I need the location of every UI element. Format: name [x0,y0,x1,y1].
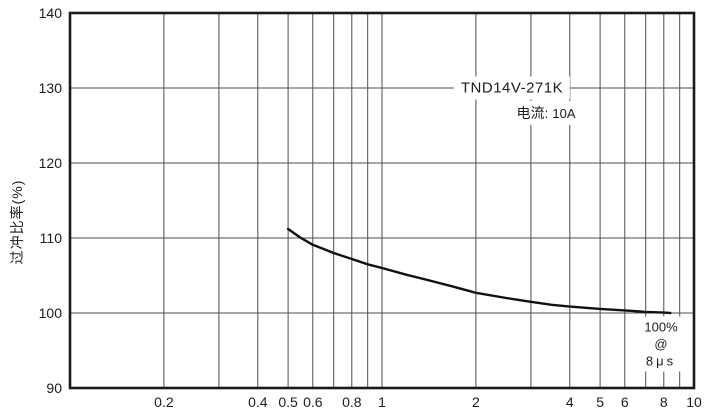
current-annotation: 电流: 10A [510,101,582,125]
y-tick-label: 140 [39,5,63,21]
y-tick-label: 110 [40,230,63,246]
x-tick-label: 0.8 [342,394,362,410]
y-tick-label: 90 [46,380,62,396]
y-axis-title: 过冲比率(%) [9,179,25,265]
x-tick-label: 0.6 [303,394,323,410]
note-line-percent: 100% [644,319,678,335]
y-tick-label: 120 [39,155,63,171]
x-tick-label: 0.2 [154,394,174,410]
overshoot-curve [286,227,672,315]
x-tick-label: 4 [566,394,574,410]
x-tick-label: 6 [621,394,629,410]
x-tick-label: 0.5 [278,394,298,410]
x-tick-label: 2 [472,394,480,410]
x-tick-label: 1 [378,394,386,410]
x-tick-label: 5 [596,394,604,410]
y-tick-label: 130 [39,80,63,96]
plot-frame [68,11,696,390]
clamp-note: 100% @ 8μs [634,316,688,372]
y-tick-label: 100 [39,305,63,321]
current-value: 10A [552,106,576,121]
x-tick-label: 10 [686,394,702,410]
model-label: TND14V-271K [453,76,571,100]
current-label: 电流: [516,105,549,121]
x-tick-label: 8 [660,394,668,410]
note-line-time: 8μs [645,353,677,369]
x-tick-label: 0.4 [248,394,268,410]
note-line-at: @ [654,336,668,352]
